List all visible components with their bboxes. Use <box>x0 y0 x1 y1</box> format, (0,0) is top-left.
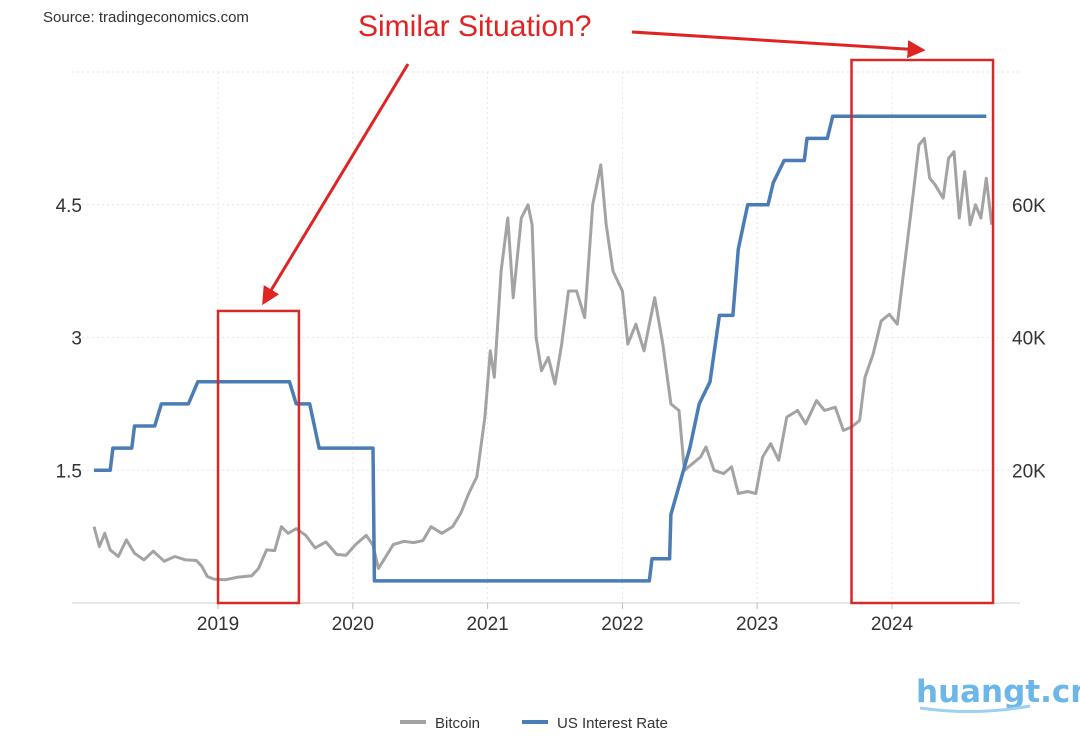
watermark: huangt.cn <box>916 674 1080 710</box>
x-tick-label: 2023 <box>736 614 778 635</box>
watermark-swoosh-icon <box>919 704 1031 714</box>
x-tick-label: 2022 <box>601 614 643 635</box>
source-label: Source: tradingeconomics.com <box>43 9 249 26</box>
x-tick-label: 2020 <box>332 614 374 635</box>
x-axis-ticks: 2019 2020 2021 2022 2023 2024 <box>197 603 914 635</box>
legend-label-bitcoin: Bitcoin <box>435 715 480 732</box>
annotation-arrow-left <box>262 63 410 306</box>
y-left-axis-ticks: 1.5 3 4.5 <box>56 196 82 483</box>
annotation-arrow-right <box>631 30 926 59</box>
bitcoin-line <box>92 136 994 582</box>
highlight-box <box>850 58 995 605</box>
us-interest-rate-line <box>94 114 987 583</box>
highlight-box <box>216 309 301 605</box>
legend-label-us-interest-rate: US Interest Rate <box>557 715 668 732</box>
x-tick-label: 2019 <box>197 614 239 635</box>
highlight-boxes <box>216 58 995 605</box>
y-right-axis-ticks: 20K 40K 60K <box>1012 196 1046 483</box>
y-left-tick-label: 1.5 <box>56 461 82 482</box>
y-right-tick-label: 40K <box>1012 329 1046 350</box>
legend: Bitcoin US Interest Rate <box>400 715 668 732</box>
x-tick-label: 2024 <box>871 614 914 635</box>
y-right-tick-label: 20K <box>1012 461 1046 482</box>
annotation-label: Similar Situation? <box>358 10 591 43</box>
y-left-tick-label: 3 <box>71 329 82 350</box>
x-tick-label: 2021 <box>466 614 508 635</box>
y-left-tick-label: 4.5 <box>56 196 82 217</box>
y-right-tick-label: 60K <box>1012 196 1046 217</box>
